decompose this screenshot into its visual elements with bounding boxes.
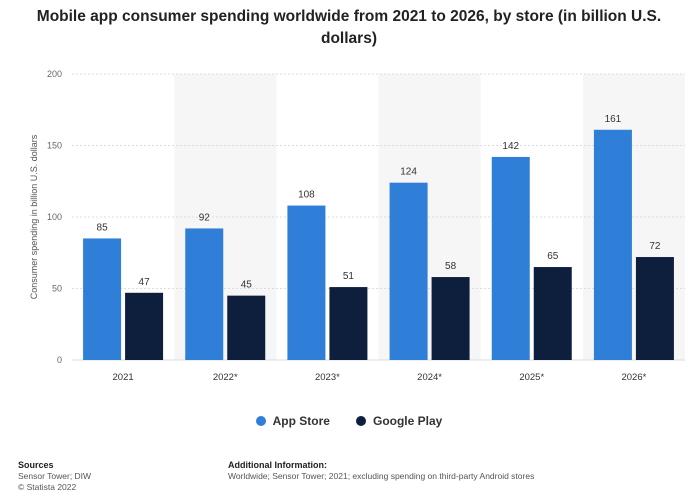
legend-item-app-store[interactable]: App Store [255, 414, 330, 428]
y-tick-label: 50 [52, 284, 62, 294]
data-label: 51 [343, 271, 355, 282]
data-label: 108 [298, 190, 315, 201]
bar-app-store [83, 238, 122, 360]
bar-app-store [389, 182, 428, 360]
data-label: 124 [400, 167, 417, 178]
data-label: 65 [547, 251, 559, 262]
y-tick-label: 100 [47, 212, 62, 222]
additional-info-text: Worldwide; Sensor Tower; 2021; excluding… [228, 471, 535, 481]
legend-swatch-google-play [355, 416, 366, 426]
legend-label-app-store: App Store [272, 414, 330, 428]
sources-block: Sources Sensor Tower; DIW © Statista 202… [18, 460, 91, 493]
legend: App Store Google Play [0, 414, 698, 428]
bar-app-store [491, 156, 530, 360]
data-label: 85 [97, 222, 109, 233]
bar-app-store [185, 228, 224, 360]
x-tick-label: 2023* [315, 372, 340, 383]
data-label: 142 [502, 141, 519, 152]
x-tick-label: 2025* [519, 372, 544, 383]
y-tick-label: 0 [57, 355, 62, 365]
bar-google-play [635, 257, 674, 360]
data-label: 161 [605, 114, 622, 125]
bar-chart: 0 50 100 150 200 Consumer spending in billion… [29, 69, 685, 383]
data-label: 92 [199, 212, 211, 223]
sources-heading: Sources [18, 460, 54, 470]
additional-info-block: Additional Information: Worldwide; Senso… [228, 460, 534, 482]
sources-text: Sensor Tower; DIW [18, 471, 92, 481]
data-label: 45 [241, 280, 253, 291]
bar-google-play [125, 292, 164, 360]
legend-swatch-app-store [255, 416, 266, 426]
bar-app-store [287, 205, 326, 360]
bar-app-store [593, 129, 632, 360]
data-label: 47 [139, 277, 151, 288]
bar-google-play [329, 287, 368, 360]
x-tick-label: 2026* [621, 372, 646, 383]
bar-google-play [533, 267, 572, 360]
copyright-text: © Statista 2022 [18, 482, 77, 492]
y-tick-label: 200 [47, 69, 62, 79]
bar-google-play [227, 295, 266, 360]
y-axis-label: Consumer spending in billion U.S. dollar… [29, 134, 39, 299]
chart-title: Mobile app consumer spending worldwide f… [36, 8, 662, 47]
x-tick-label: 2022* [213, 372, 238, 383]
x-tick-label: 2021 [113, 372, 134, 383]
data-label: 72 [649, 241, 661, 252]
x-tick-label: 2024* [417, 372, 442, 383]
legend-label-google-play: Google Play [372, 414, 443, 428]
legend-item-google-play[interactable]: Google Play [355, 414, 443, 428]
y-tick-label: 150 [47, 141, 62, 151]
additional-info-heading: Additional Information: [228, 460, 327, 470]
data-label: 58 [445, 261, 457, 272]
bar-google-play [431, 277, 470, 360]
